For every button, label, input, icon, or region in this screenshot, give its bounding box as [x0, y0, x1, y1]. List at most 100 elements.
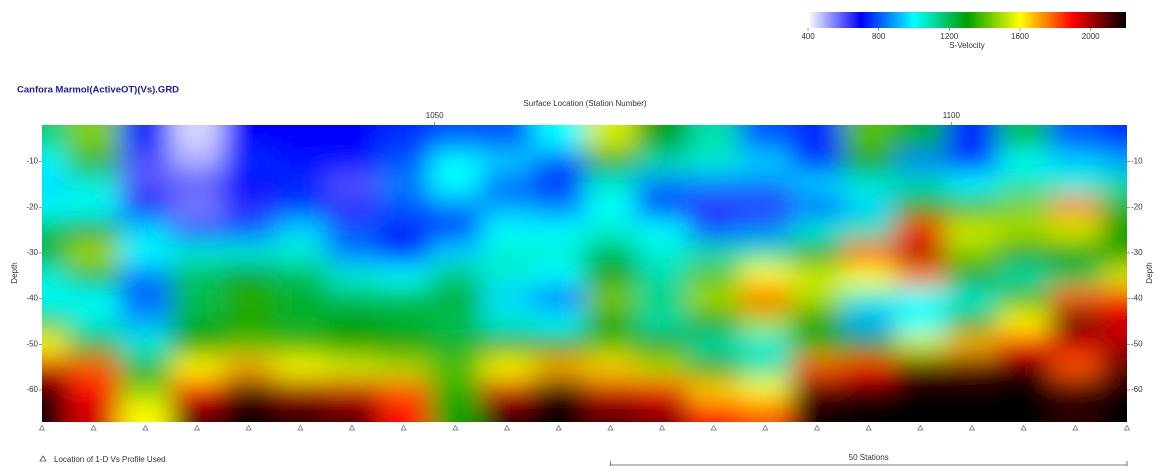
velocity-cell	[997, 218, 1050, 243]
plot-area	[42, 125, 1127, 422]
velocity-cell	[42, 401, 69, 422]
profile-marker	[1123, 424, 1131, 431]
velocity-cell	[791, 378, 844, 402]
velocity-cell	[171, 195, 224, 220]
velocity-cell	[842, 125, 895, 151]
velocity-cell	[1101, 332, 1127, 357]
velocity-cell	[119, 378, 172, 402]
velocity-cell	[67, 264, 120, 288]
velocity-cell	[481, 332, 534, 357]
x-tick-label: 1100	[943, 111, 961, 120]
velocity-cell	[894, 378, 947, 402]
velocity-cell	[739, 401, 792, 422]
velocity-cell	[326, 241, 379, 265]
velocity-cell	[42, 332, 69, 357]
velocity-cell	[532, 218, 585, 243]
velocity-cell	[326, 195, 379, 220]
velocity-cell	[997, 355, 1050, 380]
velocity-cell	[584, 355, 637, 380]
velocity-cell	[636, 401, 689, 422]
velocity-cell	[842, 172, 895, 197]
velocity-cell	[946, 355, 999, 380]
velocity-cell	[1101, 195, 1127, 220]
velocity-cell	[739, 355, 792, 380]
velocity-cell	[946, 241, 999, 265]
velocity-cell	[171, 355, 224, 380]
velocity-cell	[222, 218, 275, 243]
velocity-cell	[636, 264, 689, 288]
velocity-cell	[1101, 150, 1127, 174]
velocity-cell	[429, 150, 482, 174]
velocity-cell	[377, 264, 430, 288]
velocity-cell	[687, 310, 740, 334]
profile-marker	[658, 424, 666, 431]
velocity-cell	[1101, 378, 1127, 402]
velocity-cell	[42, 355, 69, 380]
velocity-cell	[119, 172, 172, 197]
y-tick-label-right: -20	[1131, 202, 1143, 211]
velocity-cell	[274, 150, 327, 174]
velocity-cell	[1101, 125, 1127, 151]
velocity-cell	[1101, 287, 1127, 311]
velocity-cell	[326, 378, 379, 402]
velocity-field	[42, 125, 1127, 422]
y-tick-label: -60	[26, 385, 38, 394]
profile-marker	[245, 424, 252, 431]
velocity-cell	[377, 332, 430, 357]
velocity-cell	[429, 310, 482, 334]
velocity-cell	[274, 355, 327, 380]
velocity-cell	[894, 310, 947, 334]
velocity-cell	[326, 355, 379, 380]
profile-marker	[1072, 424, 1079, 431]
velocity-cell	[532, 287, 585, 311]
colorbar-tick-label: 1600	[1011, 32, 1029, 41]
velocity-cell	[894, 287, 947, 311]
velocity-cell	[687, 332, 740, 357]
velocity-cell	[119, 125, 172, 151]
velocity-cell	[739, 310, 792, 334]
velocity-cell	[584, 310, 637, 334]
velocity-cell	[739, 125, 792, 151]
velocity-cell	[894, 264, 947, 288]
velocity-cell	[532, 241, 585, 265]
velocity-cell	[532, 355, 585, 380]
velocity-cell	[1101, 218, 1127, 243]
velocity-cell	[222, 401, 275, 422]
velocity-cell	[481, 310, 534, 334]
velocity-cell	[429, 241, 482, 265]
velocity-cell	[274, 401, 327, 422]
velocity-cell	[584, 378, 637, 402]
velocity-cell	[429, 195, 482, 220]
velocity-cell	[377, 218, 430, 243]
velocity-cell	[326, 310, 379, 334]
velocity-cell	[377, 150, 430, 174]
velocity-cell	[687, 150, 740, 174]
velocity-cell	[171, 125, 224, 151]
chart-title: Canfora Marmol(ActiveOT)(Vs).GRD	[17, 85, 179, 96]
velocity-cell	[636, 218, 689, 243]
velocity-cell	[687, 195, 740, 220]
velocity-cell	[274, 310, 327, 334]
velocity-cell	[222, 195, 275, 220]
velocity-cell	[842, 310, 895, 334]
velocity-cell	[532, 195, 585, 220]
velocity-cell	[119, 241, 172, 265]
profile-marker	[555, 424, 562, 431]
velocity-cell	[274, 332, 327, 357]
velocity-cell	[532, 264, 585, 288]
velocity-cell	[67, 195, 120, 220]
y-tick-label-right: -10	[1131, 157, 1143, 166]
velocity-cell	[946, 287, 999, 311]
velocity-cell	[171, 172, 224, 197]
velocity-cell	[1101, 241, 1127, 265]
velocity-cell	[171, 287, 224, 311]
colorbar-label: S-Velocity	[949, 41, 985, 50]
velocity-cell	[222, 150, 275, 174]
velocity-cell	[67, 355, 120, 380]
velocity-cell	[997, 125, 1050, 151]
velocity-cell	[584, 218, 637, 243]
velocity-cell	[42, 150, 69, 174]
velocity-cell	[1101, 401, 1127, 422]
velocity-cell	[687, 378, 740, 402]
